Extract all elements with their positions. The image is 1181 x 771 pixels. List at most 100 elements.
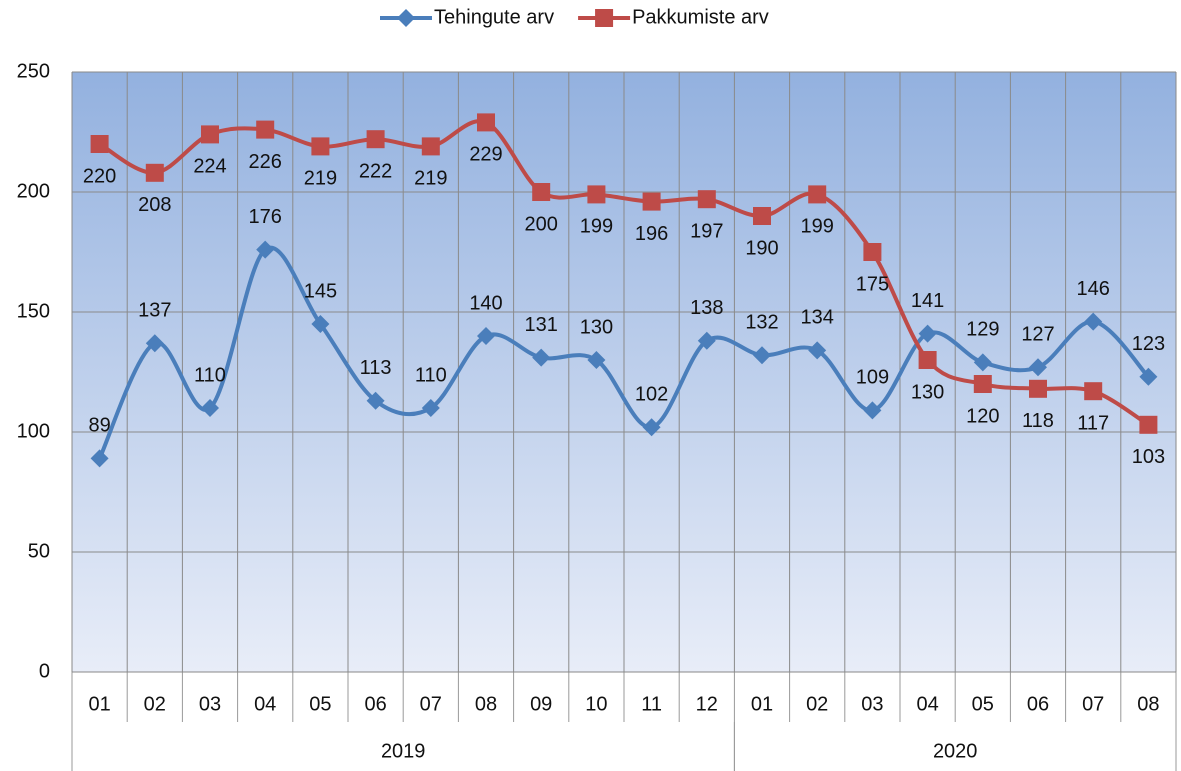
legend-marker	[397, 9, 415, 27]
x-tick-label: 01	[88, 693, 110, 715]
data-label: 130	[911, 381, 944, 403]
marker	[90, 135, 109, 153]
data-label: 110	[415, 364, 447, 386]
data-label: 190	[745, 237, 778, 259]
data-label: 220	[83, 165, 116, 187]
data-label: 137	[138, 299, 171, 321]
x-tick-label: 07	[420, 693, 442, 715]
data-label: 130	[580, 316, 613, 338]
data-label: 146	[1077, 278, 1110, 300]
marker	[311, 315, 330, 333]
legend-label: Pakkumiste arv	[632, 6, 769, 28]
data-label: 224	[193, 156, 226, 178]
data-label: 113	[360, 357, 392, 379]
marker	[477, 327, 495, 345]
x-tick-label: 05	[309, 693, 331, 715]
data-label: 175	[856, 273, 889, 295]
marker	[256, 240, 275, 259]
data-label: 199	[580, 216, 613, 238]
data-label: 102	[635, 383, 668, 405]
data-label: 118	[1022, 410, 1054, 432]
marker	[201, 399, 219, 417]
marker	[90, 449, 109, 468]
data-label: 222	[359, 160, 392, 182]
marker	[477, 113, 495, 132]
marker	[918, 324, 937, 343]
data-label: 123	[1132, 333, 1165, 355]
marker	[145, 334, 164, 353]
x-tick-label: 06	[1027, 693, 1049, 715]
data-label: 117	[1077, 412, 1109, 434]
group-label: 2020	[933, 740, 978, 762]
data-label: 110	[194, 364, 226, 386]
marker	[1139, 367, 1158, 386]
marker	[421, 399, 440, 417]
marker	[256, 120, 275, 139]
marker	[973, 375, 992, 393]
marker	[808, 341, 827, 360]
data-label: 200	[525, 213, 558, 235]
marker	[753, 207, 771, 225]
data-label: 132	[745, 311, 778, 333]
data-label: 197	[690, 220, 723, 242]
marker	[366, 391, 385, 410]
data-label: 141	[911, 290, 944, 312]
marker	[532, 183, 551, 201]
data-label: 208	[138, 194, 171, 216]
x-tick-label: 06	[364, 693, 386, 715]
data-label: 89	[88, 415, 110, 437]
series-line	[97, 245, 1150, 460]
marker	[201, 125, 219, 144]
data-label: 219	[414, 168, 447, 190]
marker	[1084, 382, 1103, 401]
x-tick-label: 09	[530, 693, 552, 715]
marker	[421, 137, 440, 156]
y-tick-label: 50	[28, 540, 50, 562]
data-label: 138	[690, 297, 723, 319]
marker	[973, 353, 992, 372]
marker	[145, 163, 164, 182]
legend-label: Tehingute arv	[434, 6, 554, 28]
x-tick-label: 11	[641, 693, 662, 715]
marker	[587, 185, 606, 204]
data-label: 196	[635, 223, 668, 245]
marker	[808, 185, 827, 204]
y-tick-label: 0	[39, 660, 50, 682]
marker	[642, 418, 661, 437]
legend: Tehingute arv Pakkumiste arv	[380, 6, 769, 28]
marker	[697, 190, 716, 209]
x-tick-label: 12	[696, 693, 718, 715]
y-tick-label: 100	[17, 420, 50, 442]
marker	[697, 331, 716, 350]
marker	[1084, 312, 1103, 331]
marker	[532, 348, 551, 367]
x-tick-label: 03	[199, 693, 221, 715]
x-tick-label: 08	[1137, 693, 1159, 715]
x-tick-label: 03	[861, 693, 883, 715]
x-tick-label: 02	[806, 693, 828, 715]
marker	[587, 351, 606, 369]
data-label: 109	[856, 367, 889, 389]
data-label: 131	[525, 314, 558, 336]
y-tick-label: 200	[17, 180, 50, 202]
x-tick-label: 08	[475, 693, 497, 715]
marker	[1029, 358, 1047, 377]
x-tick-label: 04	[254, 693, 276, 715]
data-label: 134	[801, 307, 834, 329]
marker	[1139, 415, 1158, 434]
x-tick-label: 02	[144, 693, 166, 715]
y-tick-label: 250	[17, 60, 50, 82]
data-label: 129	[966, 319, 999, 341]
marker	[311, 137, 330, 156]
x-tick-label: 01	[751, 693, 773, 715]
x-tick-label: 07	[1082, 693, 1104, 715]
marker	[1029, 379, 1047, 398]
marker	[918, 351, 937, 369]
data-label: 199	[801, 216, 834, 238]
marker	[863, 243, 882, 261]
data-label: 145	[304, 280, 337, 302]
marker	[642, 192, 661, 211]
x-tick-label: 10	[585, 693, 607, 715]
legend-marker	[595, 9, 614, 27]
data-label: 219	[304, 168, 337, 190]
